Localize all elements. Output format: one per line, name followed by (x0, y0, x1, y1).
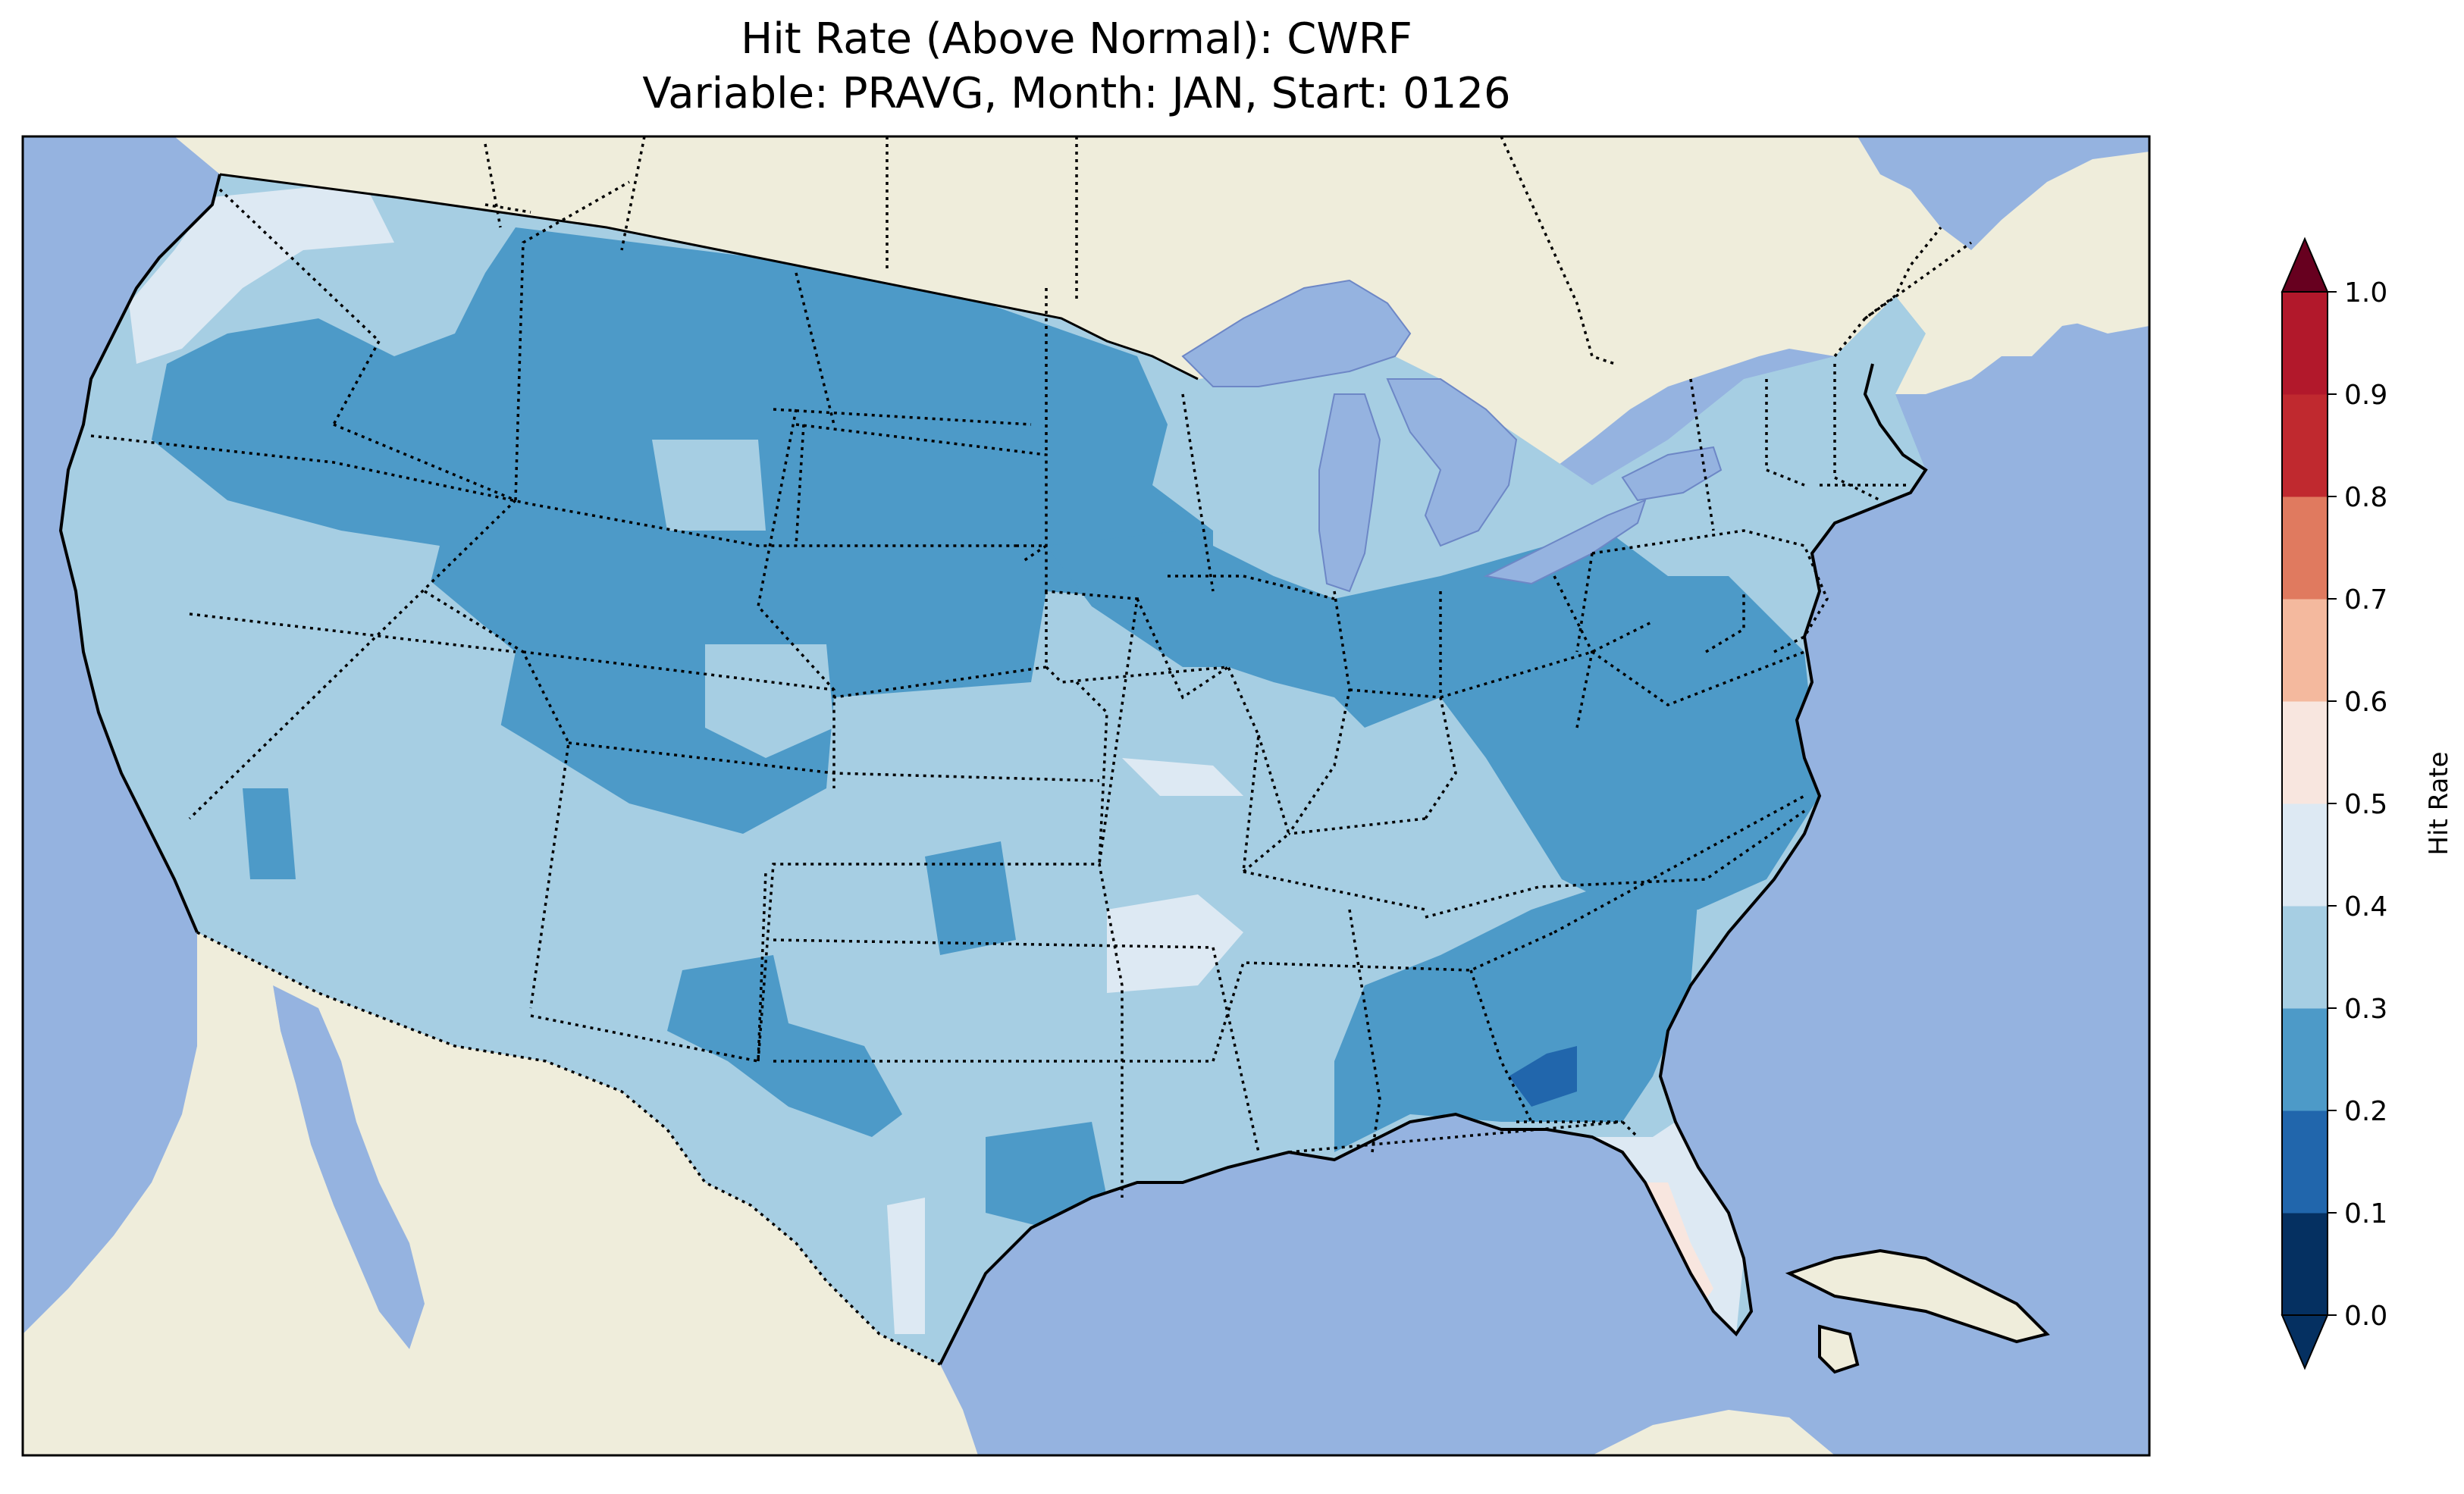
colorbar-bin (2282, 701, 2328, 804)
heat-region-northeast-light (1668, 296, 1926, 500)
colorbar-bin (2282, 394, 2328, 497)
bahamas-island (1818, 1324, 1860, 1374)
heat-region-oklahoma-patch (925, 841, 1016, 955)
canada-land (174, 136, 2149, 576)
colorbar-bin (2282, 1008, 2328, 1111)
gulf-of-california (273, 985, 425, 1349)
heat-region-colorado-light (705, 644, 834, 758)
map-frame (21, 135, 2151, 1457)
colorbar-tick-label: 0.8 (2344, 482, 2387, 513)
map-title: Hit Rate (Above Normal): CWRF (741, 14, 1412, 64)
us-canada-border (219, 173, 1199, 381)
heat-region-southwest-patch (243, 788, 296, 879)
cuba-island (1785, 1248, 2050, 1344)
heat-region-montana-light (652, 440, 766, 531)
colorbar-tick-label: 1.0 (2344, 277, 2387, 309)
colorbar-bin (2282, 292, 2328, 395)
yucatan-land (1592, 1410, 1835, 1455)
heat-region-southeast-band (1334, 879, 1698, 1152)
colorbar-tick-label: 0.0 (2344, 1301, 2387, 1332)
colorbar-tick-label: 0.5 (2344, 789, 2387, 820)
colorbar: 0.0 0.1 0.2 0.3 0.4 0.5 0.6 0.7 0.8 0.9 1.0 Hit Rat… (2281, 236, 2454, 1370)
colorbar-extend-min (2281, 1314, 2329, 1370)
maritime-land (2009, 220, 2149, 334)
colorbar-extend-max (2281, 236, 2329, 293)
heat-region-texas-south (986, 1122, 1107, 1228)
baja-peninsula (197, 932, 425, 1410)
colorbar-bin (2282, 1213, 2328, 1316)
colorbar-tick-label: 0.3 (2344, 994, 2387, 1025)
colorbar-bin (2282, 496, 2328, 600)
map-subtitle: Variable: PRAVG, Month: JAN, Start: 0126 (642, 69, 1511, 118)
colorbar-bin (2282, 803, 2328, 907)
heat-region-missouri-light (1107, 894, 1243, 993)
heat-region-midwest-mid (1046, 531, 1820, 910)
us-mexico-border (196, 931, 941, 1366)
heat-region-missouri-top-light (1122, 758, 1243, 796)
colorbar-tick-label: 0.9 (2344, 380, 2387, 411)
colorbar-bin (2282, 1110, 2328, 1214)
heat-region-texas-patch (667, 955, 902, 1137)
colorbar-tick-label: 0.7 (2344, 584, 2387, 615)
lake-michigan (1318, 393, 1381, 593)
great-lakes (1181, 279, 1723, 593)
colorbar-tick-label: 0.1 (2344, 1198, 2387, 1229)
canada-borders (484, 136, 1973, 365)
heat-region-gulf-light (887, 1198, 925, 1334)
colorbar-bin (2282, 906, 2328, 1009)
colorbar-tick-label: 0.4 (2344, 891, 2387, 922)
colorbar-bin (2282, 599, 2328, 702)
state-borders (90, 180, 1942, 1198)
us-coastline (58, 174, 221, 933)
lake-erie (1483, 499, 1647, 585)
colorbar-tick-label: 0.6 (2344, 687, 2387, 718)
lake-ontario (1621, 446, 1723, 502)
lake-huron (1386, 378, 1518, 547)
heat-region-georgia-hot (1509, 1046, 1577, 1107)
heat-region-nw-light (129, 182, 394, 364)
heat-region-utah-light (394, 576, 516, 743)
gulf-coastline (939, 363, 1928, 1365)
lake-superior (1181, 279, 1412, 387)
colorbar-label: Hit Rate (2424, 751, 2454, 855)
colorbar-tick-label: 0.2 (2344, 1096, 2387, 1127)
